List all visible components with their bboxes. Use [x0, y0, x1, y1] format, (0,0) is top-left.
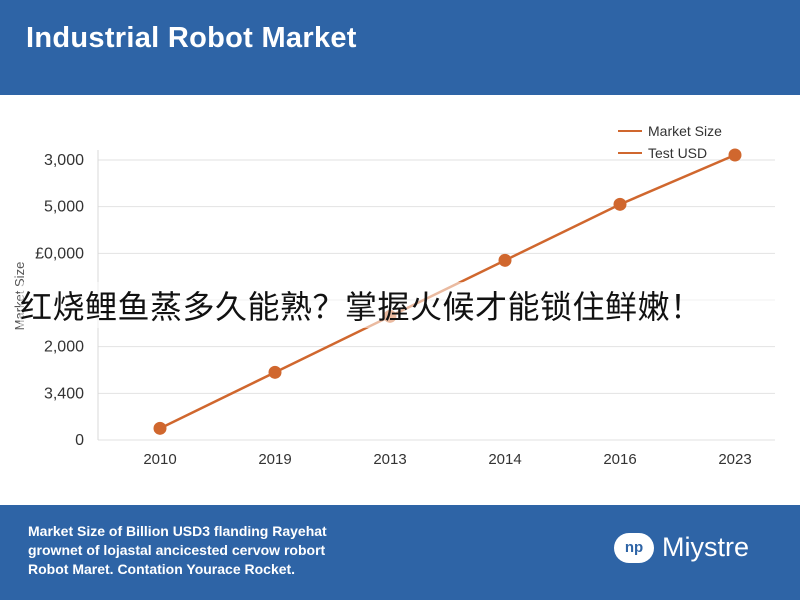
- overlay-caption: 红烧鲤鱼蒸多久能熟？掌握火候才能锁住鲜嫩！: [20, 282, 790, 328]
- legend: Market Size Test USD: [618, 120, 722, 164]
- y-tick-label: 3,400: [44, 385, 84, 402]
- legend-item-market-size: Market Size: [618, 120, 722, 142]
- legend-item-test-usd: Test USD: [618, 142, 722, 164]
- footer-line: Robot Maret. Contation Yourace Rocket.: [28, 561, 296, 577]
- y-tick-label: 2,000: [44, 339, 84, 356]
- x-tick-label: 2019: [258, 451, 291, 468]
- x-tick-label: 2014: [488, 451, 521, 468]
- data-point: [728, 148, 742, 162]
- y-tick-labels: 0 3,400 2,000 £0,000 5,000 3,000: [35, 152, 84, 449]
- footer-description: Market Size of Billion USD3 flanding Ray…: [28, 522, 548, 579]
- x-tick-label: 2013: [373, 451, 406, 468]
- data-point: [268, 365, 282, 379]
- y-tick-label: 5,000: [44, 199, 84, 216]
- y-tick-label: 3,000: [44, 152, 84, 169]
- legend-swatch: [618, 152, 642, 154]
- footer-line: grownet of lojastal ancicested cervow ro…: [28, 542, 326, 558]
- y-tick-label: £0,000: [35, 245, 84, 262]
- brand-name: Miystre: [662, 532, 749, 562]
- footer-banner: [0, 505, 800, 600]
- data-point: [613, 197, 627, 211]
- data-point: [498, 253, 512, 267]
- x-tick-label: 2010: [143, 451, 176, 468]
- legend-label: Market Size: [648, 123, 722, 139]
- legend-label: Test USD: [648, 145, 708, 161]
- y-tick-label: 0: [75, 432, 84, 449]
- legend-swatch: [618, 130, 642, 132]
- data-point: [153, 421, 167, 435]
- header-banner: Industrial Robot Market: [0, 0, 800, 95]
- brand-logo: np Miystre: [614, 532, 749, 563]
- x-tick-labels: 2010 2019 2013 2014 2016 2023: [143, 451, 751, 468]
- chart-title: Industrial Robot Market: [26, 22, 357, 54]
- brand-icon: np: [614, 532, 654, 563]
- footer-line: Market Size of Billion USD3 flanding Ray…: [28, 523, 327, 539]
- x-tick-label: 2016: [603, 451, 636, 468]
- x-tick-label: 2023: [718, 451, 751, 468]
